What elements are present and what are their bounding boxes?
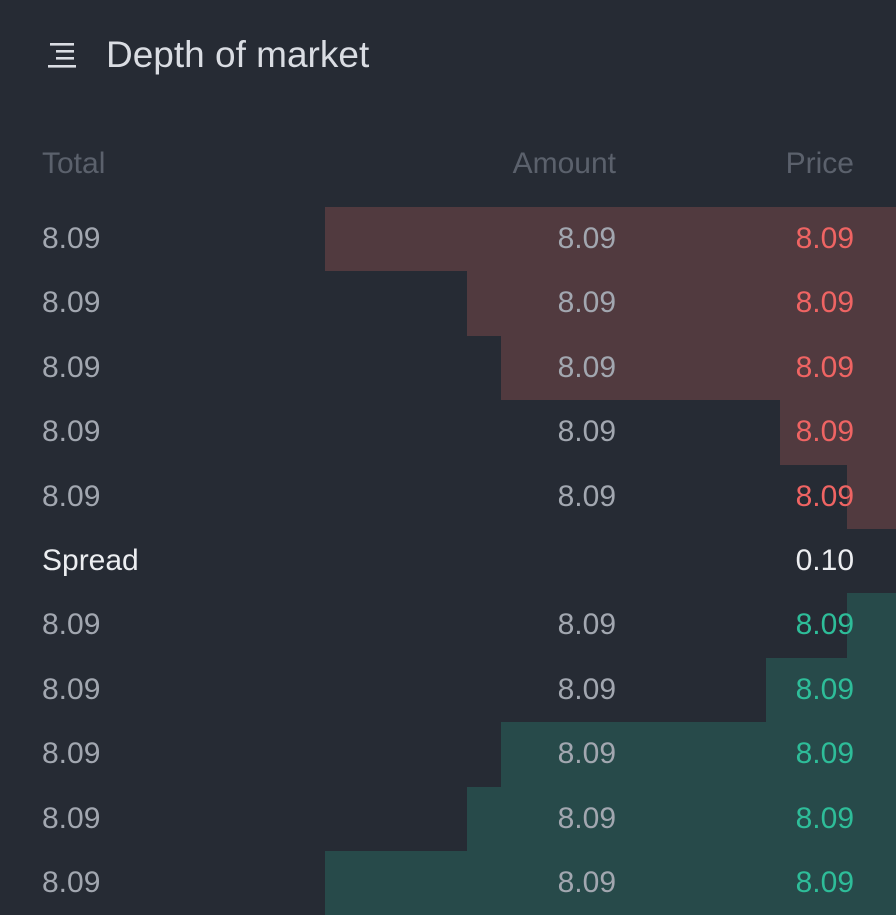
ask-amount: 8.09 xyxy=(557,479,616,513)
bid-amount: 8.09 xyxy=(557,801,616,835)
bid-amount: 8.09 xyxy=(557,865,616,899)
ask-total: 8.09 xyxy=(42,479,101,513)
bid-price: 8.09 xyxy=(795,737,854,771)
page-title: Depth of market xyxy=(106,34,370,75)
ask-row[interactable]: 8.09 8.09 8.09 xyxy=(0,400,896,465)
ask-total: 8.09 xyxy=(42,286,101,320)
bid-total: 8.09 xyxy=(42,801,101,835)
bid-price: 8.09 xyxy=(795,672,854,706)
bid-depth-bar xyxy=(500,722,896,787)
bid-amount: 8.09 xyxy=(557,672,616,706)
ask-total: 8.09 xyxy=(42,222,101,255)
bid-price: 8.09 xyxy=(795,608,854,642)
bid-price: 8.09 xyxy=(795,865,854,899)
bid-total: 8.09 xyxy=(42,608,101,642)
bid-row[interactable]: 8.09 8.09 8.09 xyxy=(0,593,896,658)
bid-total: 8.09 xyxy=(42,672,101,706)
ask-row[interactable]: 8.09 8.09 8.09 xyxy=(0,464,896,529)
ask-total: 8.09 xyxy=(42,415,101,449)
bid-amount: 8.09 xyxy=(557,737,616,771)
column-headers: Total Amount Price xyxy=(0,132,896,196)
ask-depth-bar xyxy=(325,207,896,272)
bid-row[interactable]: 8.09 8.09 8.09 xyxy=(0,786,896,851)
ask-price: 8.09 xyxy=(795,479,854,513)
bid-amount: 8.09 xyxy=(557,608,616,642)
ask-amount: 8.09 xyxy=(557,350,616,384)
column-header-amount: Amount xyxy=(512,147,616,180)
ask-depth-bar xyxy=(500,335,896,401)
ask-row[interactable]: 8.09 8.09 8.09 xyxy=(0,207,896,272)
ask-price: 8.09 xyxy=(795,222,854,255)
ask-price: 8.09 xyxy=(795,350,854,384)
ask-price: 8.09 xyxy=(795,415,854,449)
ask-row[interactable]: 8.09 8.09 8.09 xyxy=(0,271,896,336)
bid-depth-bar xyxy=(466,786,896,851)
spread-label: Spread xyxy=(42,543,139,577)
bid-price: 8.09 xyxy=(795,801,854,835)
ask-depth-bar xyxy=(779,400,896,465)
ask-total: 8.09 xyxy=(42,350,101,384)
ask-row[interactable]: 8.09 8.09 8.09 xyxy=(0,335,896,401)
bid-row[interactable]: 8.09 8.09 8.09 xyxy=(0,657,896,723)
ask-price: 8.09 xyxy=(795,286,854,320)
ask-amount: 8.09 xyxy=(557,222,616,255)
column-header-total: Total xyxy=(42,147,106,180)
spread-row: Spread 0.10 xyxy=(0,529,896,593)
column-header-price: Price xyxy=(785,147,854,180)
ask-amount: 8.09 xyxy=(557,286,616,320)
bid-depth-bar xyxy=(846,593,896,658)
spread-value: 0.10 xyxy=(795,543,854,577)
ask-depth-bar xyxy=(846,464,896,529)
menu-lines-icon[interactable] xyxy=(46,38,82,74)
bid-depth-bar xyxy=(766,657,896,723)
bid-depth-bar xyxy=(325,850,896,915)
ask-depth-bar xyxy=(466,271,896,336)
bid-total: 8.09 xyxy=(42,865,101,899)
ask-amount: 8.09 xyxy=(557,415,616,449)
bid-row[interactable]: 8.09 8.09 8.09 xyxy=(0,722,896,787)
order-book-rows: 8.09 8.09 8.09 8.09 8.09 8.09 8.09 8.09 … xyxy=(0,207,896,915)
panel-header: Depth of market xyxy=(0,0,896,110)
bid-row[interactable]: 8.09 8.09 8.09 xyxy=(0,850,896,915)
bid-total: 8.09 xyxy=(42,737,101,771)
